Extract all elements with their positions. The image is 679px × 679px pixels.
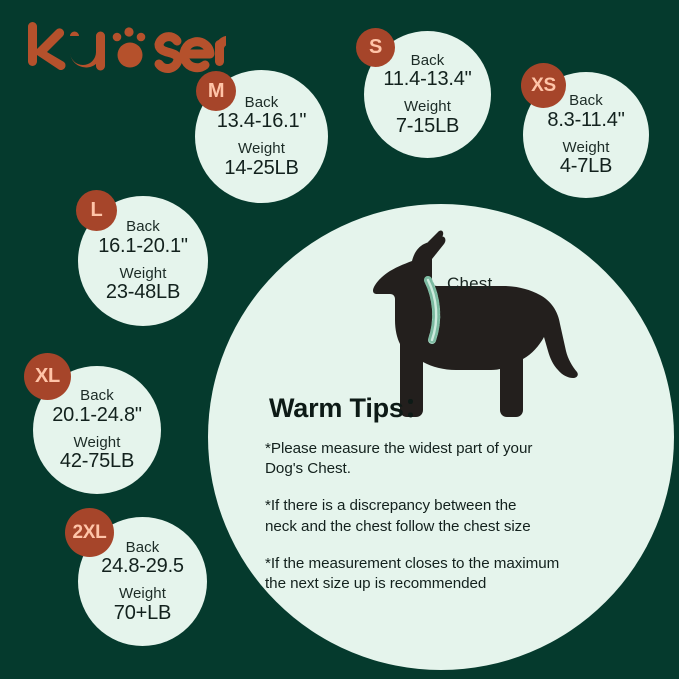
- weight-value: 14-25LB: [224, 156, 299, 179]
- size-badge-s: S: [356, 28, 395, 67]
- size-badge-l: L: [76, 190, 117, 231]
- weight-value: 42-75LB: [59, 450, 135, 473]
- main-circle-panel: [208, 204, 674, 670]
- warm-tip-1: *Please measure the widest part of your …: [265, 440, 533, 478]
- back-label: Back: [125, 538, 160, 556]
- back-value: 20.1-24.8": [52, 403, 142, 426]
- warm-tips-title: Warm Tips：: [269, 393, 431, 423]
- size-badge-xl: XL: [24, 353, 71, 400]
- weight-label: Weight: [403, 98, 451, 115]
- dog-body-icon: [373, 230, 578, 417]
- size-badge-m: M: [196, 71, 236, 111]
- weight-value: 4-7LB: [559, 155, 613, 178]
- dog-silhouette-illustration: [340, 228, 600, 438]
- back-label: Back: [244, 93, 279, 111]
- warm-tips-block: Warm Tips： *Please measure the widest pa…: [265, 386, 610, 594]
- size-badge-2xl: 2XL: [65, 508, 114, 557]
- back-value: 8.3-11.4": [547, 108, 625, 131]
- back-value: 24.8-29.5: [101, 555, 184, 578]
- back-value: 16.1-20.1": [98, 234, 188, 257]
- warm-tip-2: *If there is a discrepancy between the n…: [265, 497, 531, 535]
- chest-label: Chest: [447, 274, 493, 293]
- back-value: 11.4-13.4": [383, 68, 472, 91]
- brand-logo: [26, 22, 226, 74]
- weight-label: Weight: [118, 585, 166, 602]
- warm-tip-3: *If the measurement closes to the maximu…: [265, 554, 560, 593]
- size-bubble-m: Back 13.4-16.1" Weight 14-25LB: [195, 70, 328, 203]
- weight-label: Weight: [73, 433, 121, 451]
- weight-label: Weight: [562, 138, 610, 156]
- size-badge-xs: XS: [521, 63, 566, 108]
- weight-label: Weight: [119, 264, 167, 282]
- back-label: Back: [410, 51, 445, 69]
- back-value: 13.4-16.1": [216, 110, 307, 133]
- weight-value: 70+LB: [113, 601, 172, 624]
- weight-value: 23-48LB: [105, 281, 181, 304]
- weight-value: 7-15LB: [395, 114, 460, 137]
- back-label: Back: [569, 92, 603, 110]
- measuring-tape-icon: [424, 276, 441, 344]
- back-label: Back: [126, 218, 160, 236]
- weight-label: Weight: [237, 140, 285, 157]
- back-label: Back: [80, 387, 114, 405]
